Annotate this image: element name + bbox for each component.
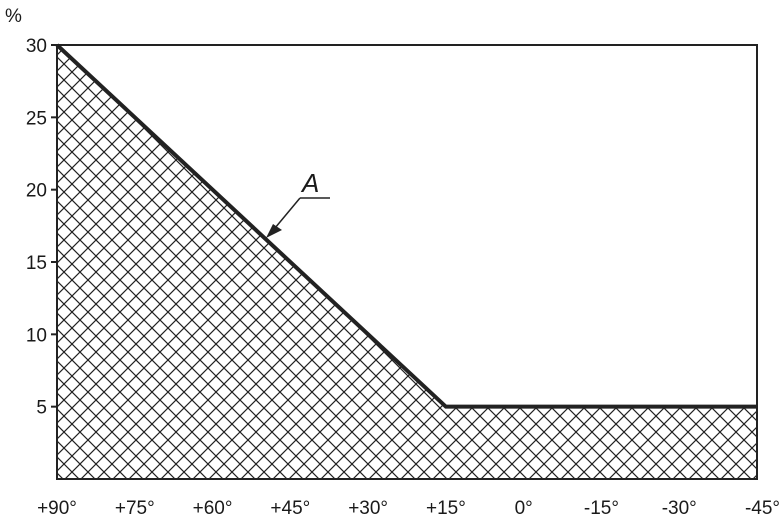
x-tick-label: 0° bbox=[515, 498, 533, 519]
annotation-label-A: A bbox=[300, 168, 319, 198]
curve-A bbox=[55, 43, 757, 409]
x-tick-label: +15° bbox=[426, 498, 466, 519]
x-tick-label: +60° bbox=[193, 498, 233, 519]
y-tick-label: 10 bbox=[26, 325, 47, 346]
y-tick-label: 5 bbox=[36, 398, 47, 419]
annotation-leader bbox=[274, 197, 301, 229]
arrowhead-icon bbox=[266, 224, 282, 238]
x-tick-label: +90° bbox=[37, 498, 77, 519]
y-tick-label: 25 bbox=[26, 108, 47, 129]
y-tick-marks bbox=[51, 44, 57, 408]
annotation-A: A bbox=[266, 168, 330, 238]
x-tick-labels: +90° +75° +60° +45° +30° +15° 0° -15° -30° -45° bbox=[37, 498, 780, 519]
y-tick-label: 20 bbox=[26, 181, 47, 202]
y-tick-labels: 5 10 15 20 25 30 bbox=[26, 36, 47, 419]
x-tick-label: +45° bbox=[270, 498, 310, 519]
x-tick-label: +30° bbox=[348, 498, 388, 519]
y-tick-label: 15 bbox=[26, 253, 47, 274]
hatched-area bbox=[57, 45, 757, 479]
x-tick-label: +75° bbox=[115, 498, 155, 519]
x-tick-label: -30° bbox=[662, 498, 697, 519]
y-tick-label: 30 bbox=[26, 36, 47, 57]
y-axis-unit-label: % bbox=[5, 6, 22, 27]
x-tick-label: -15° bbox=[584, 498, 619, 519]
x-tick-label: -45° bbox=[745, 498, 780, 519]
